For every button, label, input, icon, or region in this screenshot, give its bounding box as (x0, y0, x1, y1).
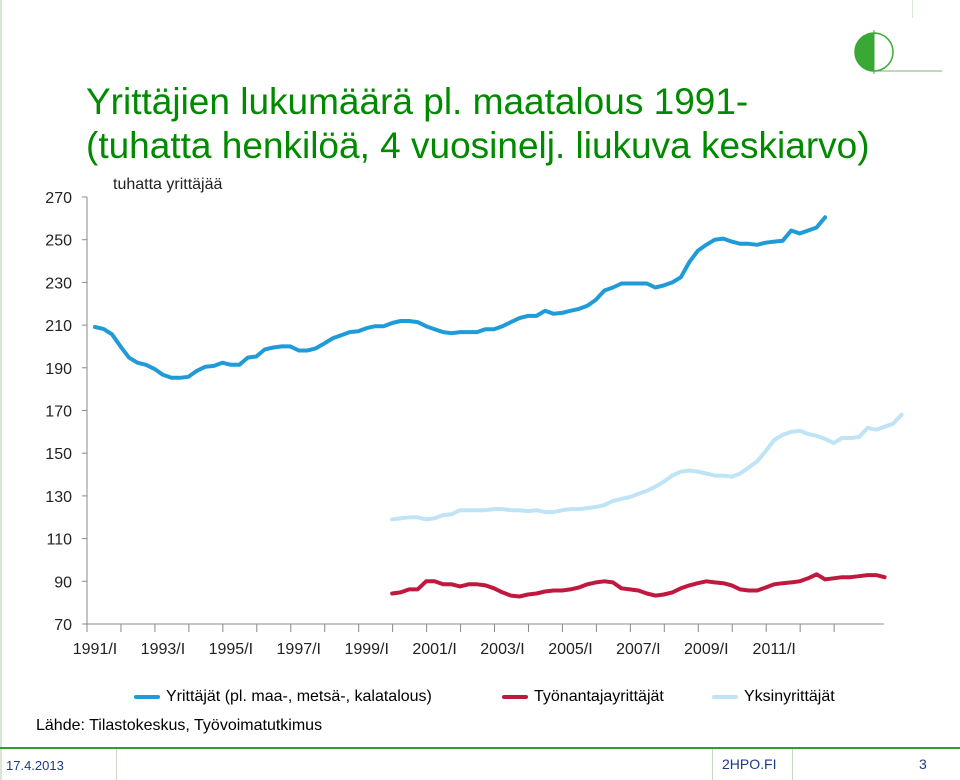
y-tick-label: 230 (45, 275, 72, 292)
y-tick-label: 170 (45, 404, 72, 421)
y-tick-label: 110 (46, 532, 72, 549)
x-tick-label: 2001/I (412, 641, 456, 658)
footer-separator-1 (116, 749, 117, 780)
left-edge-decoration (0, 0, 2, 780)
legend-swatch-employers (502, 694, 528, 699)
footer-site: 2HPO.FI (722, 756, 777, 772)
y-tick-label: 130 (45, 489, 72, 506)
legend-item-total: Yrittäjät (pl. maa-, metsä-, kalatalous) (134, 688, 432, 706)
legend-item-employers: Työnantajayrittäjät (502, 688, 664, 706)
y-tick-label: 250 (45, 233, 72, 250)
y-ticks: 70 90 110 130 150 170 190 210 230 250 270 (45, 190, 87, 634)
footer-separator-3 (792, 749, 793, 780)
legend-swatch-self (712, 694, 738, 699)
line-chart: tuhatta yrittäjää 70 90 110 130 150 170 190 210… (45, 176, 904, 658)
x-tick-label: 1993/I (141, 641, 185, 658)
source-note: Lähde: Tilastokeskus, Työvoimatutkimus (36, 717, 323, 734)
series-lines (93, 215, 904, 599)
legend-label-self: Yksinyrittäjät (744, 688, 835, 705)
footer-divider (0, 747, 960, 749)
x-tick-label: 1995/I (209, 641, 253, 658)
title-line-1: Yrittäjien lukumäärä pl. maatalous 1991- (86, 81, 749, 122)
x-tick-label: 2005/I (548, 641, 592, 658)
footer-separator-2 (712, 749, 713, 780)
x-tick-label: 2009/I (684, 641, 728, 658)
page-number: 3 (919, 756, 927, 772)
legend-item-self: Yksinyrittäjät (712, 688, 835, 706)
x-ticks: 1991/I 1993/I 1995/I 1997/I 1999/I 2001/I 2003… (73, 624, 835, 658)
footer-date: 17.4.2013 (6, 758, 64, 773)
y-tick-label: 270 (45, 190, 72, 207)
top-edge-decoration (912, 0, 913, 18)
legend-label-total: Yrittäjät (pl. maa-, metsä-, kalatalous) (166, 688, 432, 705)
y-tick-label: 210 (45, 318, 72, 335)
x-tick-label: 1997/I (277, 641, 321, 658)
x-tick-label: 1991/I (73, 641, 117, 658)
x-tick-label: 2007/I (616, 641, 660, 658)
legend-label-employers: Työnantajayrittäjät (534, 688, 664, 705)
x-tick-label: 1999/I (344, 641, 388, 658)
slide-title: Yrittäjien lukumäärä pl. maatalous 1991-… (86, 80, 886, 168)
series-line-3 (390, 412, 904, 522)
x-tick-label: 2011/I (753, 641, 796, 658)
title-line-2: (tuhatta henkilöä, 4 vuosinelj. liukuva … (86, 125, 870, 166)
x-tick-label: 2003/I (480, 641, 524, 658)
y-tick-label: 70 (54, 617, 72, 634)
company-logo (854, 30, 942, 74)
y-tick-label: 150 (45, 446, 72, 463)
y-tick-label: 90 (54, 574, 72, 591)
legend-swatch-total (134, 694, 160, 699)
series-line-1 (93, 215, 828, 380)
y-axis-label: tuhatta yrittäjää (113, 176, 223, 193)
series-line-2 (390, 572, 887, 599)
y-tick-label: 190 (45, 361, 72, 378)
